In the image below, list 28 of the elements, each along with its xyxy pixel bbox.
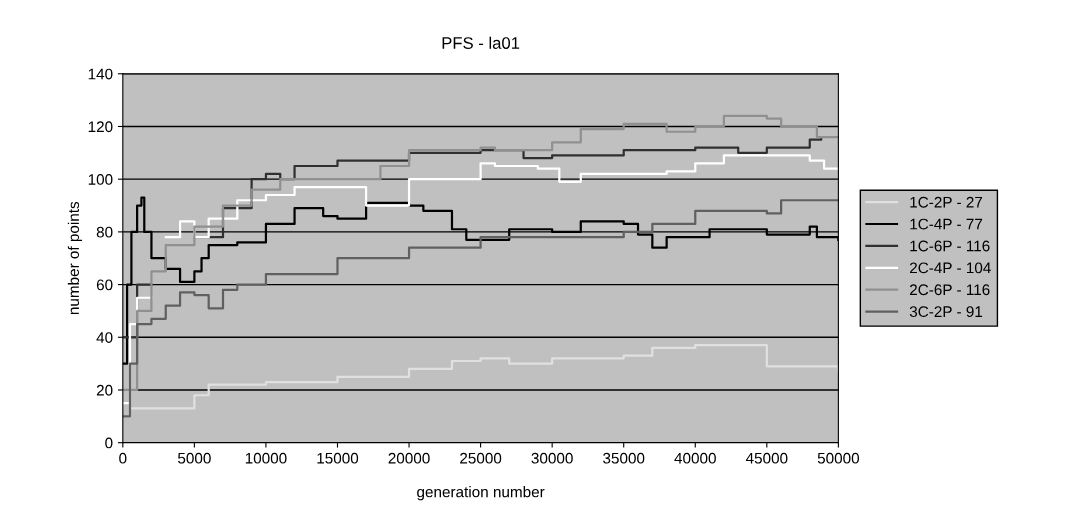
x-tick-label: 15000: [317, 452, 359, 464]
legend-label: 1C-4P - 77: [910, 218, 983, 230]
x-tick-label: 5000: [178, 452, 211, 464]
y-tick-label: 80: [96, 226, 113, 238]
y-tick-label: 20: [96, 384, 113, 396]
y-tick-label: 100: [88, 174, 113, 185]
x-tick-label: 35000: [603, 452, 645, 464]
y-tick-label: 140: [88, 68, 113, 80]
y-tick-label: 40: [96, 332, 113, 343]
x-tick-label: 20000: [388, 452, 430, 464]
legend-label: 2C-4P - 104: [909, 262, 991, 274]
x-tick-label: 40000: [674, 452, 716, 464]
legend-label: 1C-2P - 27: [910, 196, 983, 208]
x-tick-label: 10000: [245, 452, 287, 464]
x-tick-label: 0: [119, 452, 127, 464]
legend-label: 1C-6P - 116: [910, 240, 990, 252]
legend-label: 2C-6P - 116: [909, 284, 990, 296]
y-tick-label: 0: [105, 437, 113, 449]
y-axis-title: number of points: [67, 201, 83, 315]
x-tick-label: 50000: [817, 452, 860, 464]
x-axis-title: generation number: [417, 486, 545, 501]
x-tick-label: 45000: [745, 452, 788, 464]
x-tick-label: 30000: [531, 452, 573, 464]
y-tick-label: 60: [96, 279, 113, 291]
legend-label: 3C-2P - 91: [909, 306, 983, 318]
chart-title: PFS - la01: [442, 36, 520, 49]
x-tick-label: 25000: [460, 452, 502, 464]
y-tick-label: 120: [88, 121, 113, 133]
